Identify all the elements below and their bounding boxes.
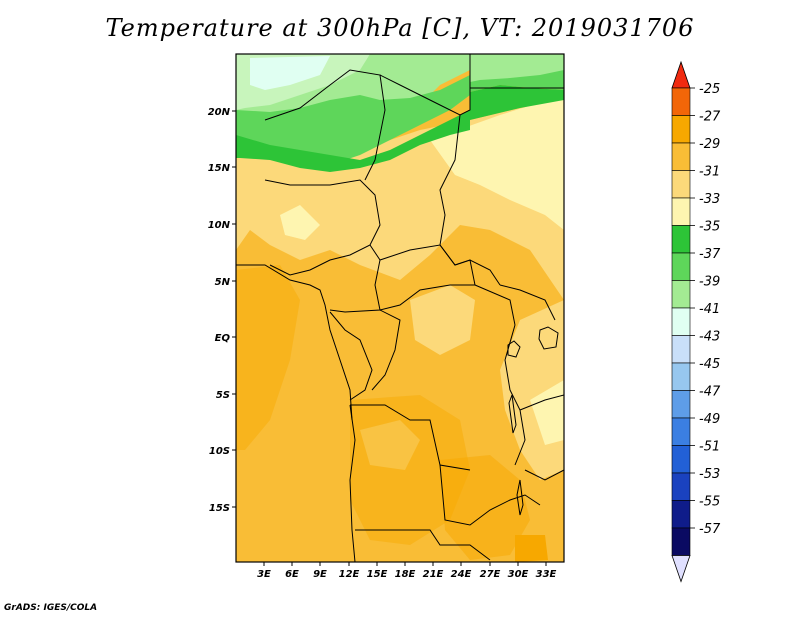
lat-label: 15S	[209, 503, 230, 514]
colorbar-swatch	[671, 500, 691, 529]
colorbar-label: -47	[699, 385, 721, 400]
colorbar-swatch	[671, 280, 691, 309]
colorbar-label: -57	[699, 522, 721, 537]
colorbar-label: -45	[699, 357, 720, 372]
lon-label: 30E	[508, 569, 529, 580]
lon-label: 33E	[536, 569, 557, 580]
colorbar-max-arrow	[671, 60, 691, 89]
colorbar-swatch	[671, 307, 691, 336]
lon-label: 12E	[339, 569, 360, 580]
lon-label: 9E	[313, 569, 327, 580]
country-borders	[236, 54, 564, 562]
footer-credit: GrADS: IGES/COLA	[4, 603, 98, 613]
colorbar-label: -25	[699, 82, 720, 97]
colorbar-label: -37	[699, 247, 721, 262]
temp-patch-congo	[410, 285, 475, 355]
temp-band-37-39	[236, 75, 470, 165]
temp-band-33-west	[280, 205, 320, 240]
lat-label: 10S	[209, 446, 230, 457]
colorbar-swatch	[671, 417, 691, 446]
colorbar-label: -29	[699, 137, 720, 152]
colorbar-swatch	[671, 225, 691, 254]
colorbar-swatch	[671, 335, 691, 364]
colorbar-swatch	[671, 197, 691, 226]
lon-label: 6E	[285, 569, 299, 580]
colorbar: -25 -27 -29 -31 -33 -35 -37 -39 -41 -43 -45 -47 -49 -…	[671, 60, 721, 583]
colorbar-swatch	[671, 87, 691, 116]
lon-label: 3E	[257, 569, 271, 580]
temperature-field	[236, 54, 564, 562]
lat-label: EQ	[215, 333, 231, 344]
lon-labels: 3E 6E 9E 12E 15E 18E 21E 24E 27E 30E 33E	[257, 569, 556, 580]
lon-label: 27E	[480, 569, 501, 580]
map-frame	[235, 53, 565, 563]
lon-label: 24E	[451, 569, 472, 580]
lat-label: 15N	[208, 163, 231, 174]
colorbar-swatch	[671, 252, 691, 281]
axis-ticks	[232, 110, 547, 566]
lon-label: 15E	[367, 569, 388, 580]
lat-labels: 20N 15N 10N 5N EQ 5S 10S 15S	[208, 107, 231, 514]
colorbar-label: -49	[699, 412, 720, 427]
temp-band-43	[250, 56, 330, 90]
colorbar-swatch	[671, 115, 691, 144]
colorbar-swatch	[671, 390, 691, 419]
temp-warm-south	[515, 535, 548, 562]
colorbar-swatch	[671, 170, 691, 199]
temp-warm-zambia	[440, 455, 530, 560]
lat-label: 20N	[208, 107, 231, 118]
lon-label: 21E	[423, 569, 444, 580]
temp-warm-angola	[350, 395, 470, 545]
temp-band-35-ne	[470, 85, 564, 120]
colorbar-label: -33	[699, 192, 720, 207]
lat-label: 5N	[215, 277, 231, 288]
colorbar-label: -27	[699, 110, 721, 125]
lon-label: 18E	[395, 569, 416, 580]
colorbar-label: -43	[699, 330, 720, 345]
temp-band-39-ne	[470, 54, 564, 82]
temp-patch-angola-light	[360, 420, 420, 470]
colorbar-label: -39	[699, 275, 720, 290]
colorbar-label: -41	[699, 302, 720, 317]
colorbar-min-arrow	[671, 555, 691, 583]
colorbar-swatch	[671, 472, 691, 501]
colorbar-label: -31	[699, 165, 720, 180]
temp-band-35-37	[236, 110, 470, 172]
colorbar-swatch	[671, 142, 691, 171]
temp-warm-atlantic	[236, 265, 300, 450]
colorbar-label: -53	[699, 467, 720, 482]
lat-label: 5S	[216, 390, 230, 401]
colorbar-label: -51	[699, 440, 720, 455]
colorbar-swatch	[671, 362, 691, 391]
colorbar-swatch	[671, 445, 691, 474]
plot-title: Temperature at 300hPa [C], VT: 201903170…	[105, 14, 695, 42]
colorbar-label: -35	[699, 220, 720, 235]
temp-band-33-east	[530, 380, 564, 445]
colorbar-label: -55	[699, 495, 720, 510]
lat-label: 10N	[208, 220, 231, 231]
colorbar-swatch	[671, 527, 691, 556]
